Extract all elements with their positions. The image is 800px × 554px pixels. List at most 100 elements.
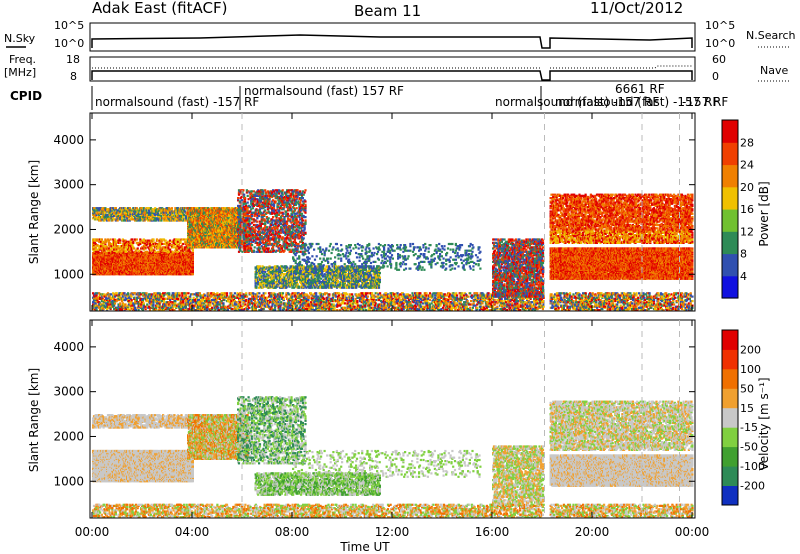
data-cell: [93, 216, 96, 219]
data-cell: [116, 253, 119, 256]
data-cell: [106, 217, 110, 220]
freq-panel: [89, 56, 696, 82]
cpid-text-4: 6661 RF: [615, 82, 665, 96]
data-cell: [189, 250, 192, 253]
data-cell: [188, 248, 191, 251]
data-cell: [119, 302, 122, 305]
data-cell: [113, 302, 117, 305]
data-cell: [115, 292, 118, 295]
data-cell: [142, 302, 145, 305]
data-cell: [134, 306, 137, 309]
data-cell: [135, 207, 138, 210]
data-cell: [216, 292, 219, 295]
data-cell: [278, 298, 281, 302]
data-cell: [258, 292, 261, 295]
freq-trace: [91, 70, 693, 81]
nsearch-label: N.Search: [746, 29, 796, 42]
nsearch-tick-bottom: 10^0: [705, 37, 735, 50]
data-cell: [264, 292, 267, 295]
data-cell: [223, 298, 226, 302]
cpid-text-2: normalsound (fast) 157 RF: [244, 84, 404, 98]
nave-tick-top: 60: [712, 53, 726, 66]
data-cell: [198, 292, 201, 295]
nave-label: Nave: [760, 64, 788, 77]
title-right: 11/Oct/2012: [590, 0, 683, 17]
data-cell: [208, 297, 211, 300]
data-cell: [124, 303, 127, 306]
data-cell: [176, 297, 180, 300]
data-cell: [119, 241, 122, 244]
data-cell: [106, 216, 110, 219]
data-cell: [282, 297, 285, 300]
data-cell: [177, 244, 180, 247]
data-cell: [104, 211, 107, 214]
nave-trace: [92, 65, 692, 69]
data-cell: [111, 216, 114, 219]
freq-tick-top: 18: [66, 53, 80, 66]
data-cell: [133, 247, 136, 250]
data-cell: [182, 242, 185, 246]
data-cell: [148, 251, 152, 255]
data-cell: [191, 249, 194, 252]
data-cell: [225, 294, 229, 297]
cpid-text-6: -157 RF: [682, 95, 728, 109]
freq-label-2: [MHz]: [4, 66, 36, 79]
data-cell: [104, 263, 107, 266]
data-cell: [108, 211, 111, 214]
freq-label-1: Freq.: [9, 53, 36, 66]
data-cell: [135, 238, 138, 241]
data-cell: [130, 298, 133, 302]
data-cell: [187, 257, 190, 260]
data-cell: [181, 294, 184, 297]
data-cell: [288, 306, 292, 309]
data-cell: [292, 305, 295, 308]
data-cell: [119, 239, 122, 242]
data-cell: [114, 207, 117, 210]
data-cell: [234, 305, 237, 308]
data-cell: [97, 212, 100, 215]
nsearch-tick-top: 10^5: [705, 19, 735, 32]
nsky-tick-bottom: 10^0: [54, 37, 84, 50]
data-cell: [146, 250, 149, 253]
data-cell: [328, 293, 331, 296]
data-cell: [323, 297, 326, 300]
data-cell: [262, 294, 265, 297]
data-cell: [288, 301, 291, 304]
data-cell: [136, 247, 139, 250]
nave-tick-bottom: 0: [712, 70, 719, 83]
data-cell: [184, 294, 187, 297]
nsky-label: N.Sky: [4, 32, 36, 45]
data-cell: [191, 257, 194, 260]
data-cell: [101, 211, 104, 214]
data-cell: [225, 292, 229, 295]
data-cell: [191, 268, 194, 271]
data-cell: [152, 303, 155, 306]
data-cell: [176, 250, 180, 253]
data-cell: [184, 305, 187, 308]
data-cell: [146, 303, 149, 306]
data-cell: [192, 306, 195, 309]
data-cell: [245, 292, 248, 295]
data-cell: [100, 238, 103, 241]
data-cell: [160, 219, 163, 222]
data-cell: [277, 301, 280, 304]
data-cell: [154, 250, 157, 253]
data-cell: [95, 294, 98, 297]
data-cell: [125, 250, 128, 253]
data-cell: [131, 238, 134, 241]
data-cell: [167, 246, 170, 249]
data-cell: [274, 293, 277, 296]
data-cell: [217, 306, 220, 309]
data-cell: [145, 292, 148, 295]
data-cell: [123, 292, 126, 295]
data-cell: [331, 296, 334, 299]
data-cell: [133, 304, 136, 307]
data-cell: [138, 295, 141, 298]
data-cell: [222, 302, 225, 305]
data-cell: [281, 292, 285, 295]
data-cell: [140, 305, 143, 308]
data-cell: [181, 246, 184, 249]
data-cell: [104, 216, 107, 219]
